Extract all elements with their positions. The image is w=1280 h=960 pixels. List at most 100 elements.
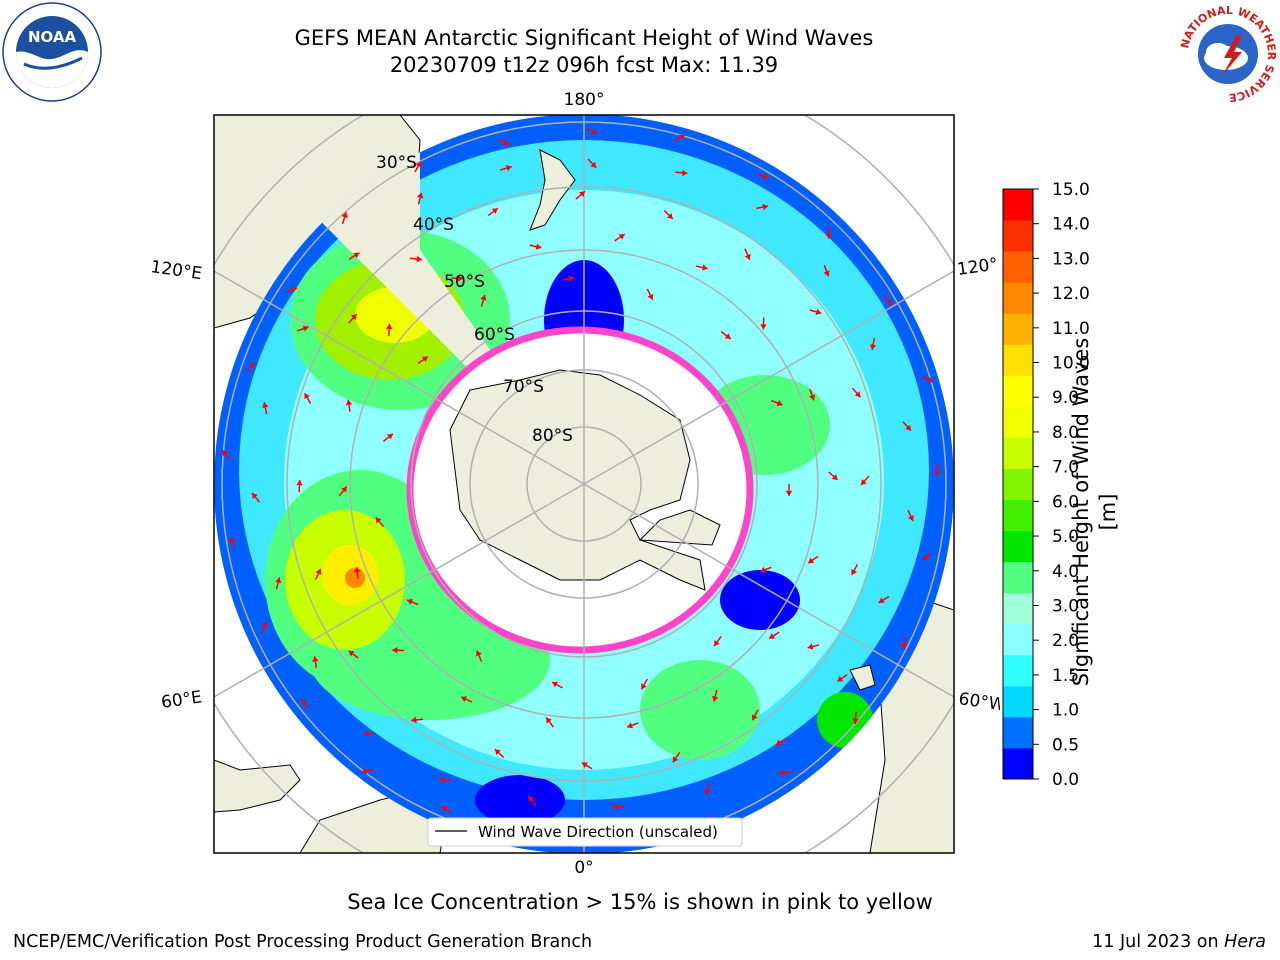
lon-label-120w: 120° bbox=[956, 254, 999, 280]
wind-wave-arrowhead bbox=[505, 164, 512, 172]
colorbar-tick-label: 0.5 bbox=[1052, 735, 1079, 755]
wind-wave-arrowhead bbox=[581, 762, 588, 768]
colorbar-band bbox=[1003, 313, 1033, 345]
wind-wave-arrowhead bbox=[353, 252, 360, 259]
lon-label-60e: 60°E bbox=[160, 687, 203, 712]
host-text: Hera bbox=[1224, 932, 1266, 952]
wind-wave-arrowhead bbox=[341, 486, 347, 493]
wind-wave-arrowhead bbox=[341, 212, 348, 219]
colorbar-tick-label: 0.0 bbox=[1052, 770, 1079, 790]
wind-wave-arrowhead bbox=[647, 293, 654, 300]
lon-label-120e: 120°E bbox=[149, 257, 203, 284]
colorbar-band bbox=[1003, 437, 1033, 469]
wind-wave-arrowhead bbox=[312, 656, 319, 662]
wind-wave-arrowhead bbox=[678, 134, 685, 141]
wind-wave-arrowhead bbox=[852, 718, 859, 724]
noaa-logo: NOAA bbox=[2, 2, 102, 102]
lat-label-70s: 70°S bbox=[503, 377, 544, 397]
colorbar-band bbox=[1003, 561, 1033, 594]
date-text: 11 Jul 2023 on bbox=[1092, 932, 1219, 952]
wind-wave-arrowhead bbox=[363, 730, 369, 737]
map-frame bbox=[213, 114, 955, 854]
colorbar-band bbox=[1003, 189, 1033, 221]
wind-wave-arrowhead bbox=[350, 314, 357, 320]
wind-wave-arrowhead bbox=[854, 391, 861, 398]
wind-wave-arrowhead bbox=[229, 537, 236, 543]
colorbar-band bbox=[1003, 747, 1033, 780]
wind-wave-arrowhead bbox=[922, 554, 929, 560]
colorbar-tick-label: 6.0 bbox=[1052, 492, 1079, 512]
colorbar-band bbox=[1003, 344, 1033, 376]
colorbar-swatches bbox=[1003, 189, 1033, 780]
wind-wave-arrowhead bbox=[907, 515, 914, 522]
colorbar-tick-label: 9.0 bbox=[1052, 388, 1079, 408]
wind-wave-arrowhead bbox=[704, 788, 711, 795]
wind-wave-arrowhead bbox=[744, 253, 751, 260]
wind-wave-arrowhead bbox=[769, 633, 776, 639]
wind-wave-arrowhead bbox=[386, 433, 393, 440]
lon-label-60w: 60°W bbox=[957, 689, 1000, 715]
wind-wave-arrowhead bbox=[385, 323, 393, 330]
wind-wave-arrowhead bbox=[535, 243, 542, 250]
wind-wave-arrowhead bbox=[475, 650, 482, 657]
wind-wave-arrowhead bbox=[302, 325, 309, 332]
wind-wave-arrowhead bbox=[375, 517, 382, 524]
wind-wave-arrowhead bbox=[861, 479, 867, 486]
wind-wave-arrowhead bbox=[612, 803, 618, 810]
wind-wave-arrowhead bbox=[775, 739, 782, 745]
colorbar-band bbox=[1003, 251, 1033, 283]
wind-wave-arrowhead bbox=[528, 795, 535, 802]
colorbar-tick-label: 2.0 bbox=[1052, 631, 1079, 651]
lon-label-180: 180° bbox=[564, 90, 605, 110]
wind-wave-arrowhead bbox=[222, 450, 228, 457]
lat-label-30s: 30°S bbox=[376, 153, 417, 173]
wind-wave-arrowhead bbox=[480, 294, 487, 301]
wind-wave-arrowhead bbox=[315, 568, 322, 575]
colorbar-band bbox=[1003, 716, 1033, 749]
nws-logo: NATIONAL WEATHER SERVICE bbox=[1178, 4, 1278, 104]
colorbar-tick-label: 13.0 bbox=[1052, 249, 1090, 269]
wind-wave-arrowhead bbox=[261, 621, 268, 628]
generation-date: 11 Jul 2023 on Hera bbox=[1092, 932, 1266, 952]
wind-wave-arrowhead bbox=[682, 169, 688, 177]
colorbar-band bbox=[1003, 220, 1033, 252]
wind-wave-arrowhead bbox=[807, 643, 814, 650]
colorbar-tick-label: 1.0 bbox=[1052, 701, 1079, 721]
sea-ice-caption: Sea Ice Concentration > 15% is shown in … bbox=[347, 890, 933, 914]
wind-wave-arrowhead bbox=[926, 376, 933, 383]
wind-wave-arrowhead bbox=[262, 402, 269, 408]
colorbar: 0.0 0.5 1.0 1.5 2.0 3.0 4.0 5.0 6.0 7.0 8.0 9.0 10.0… bbox=[1002, 180, 1090, 790]
chart-title: GEFS MEAN Antarctic Significant Height o… bbox=[294, 26, 874, 50]
wind-wave-arrowhead bbox=[502, 139, 509, 146]
wind-wave-arrowhead bbox=[667, 213, 673, 220]
colorbar-tick-label: 15.0 bbox=[1052, 180, 1090, 200]
wind-wave-arrowhead bbox=[724, 333, 731, 339]
colorbar-band bbox=[1003, 685, 1033, 718]
wind-wave-arrowhead bbox=[590, 161, 597, 168]
wind-wave-arrowhead bbox=[776, 400, 783, 407]
wind-wave-arrowhead bbox=[905, 424, 912, 431]
wind-wave-arrowhead bbox=[815, 308, 822, 315]
wind-wave-arrowhead bbox=[627, 722, 634, 729]
wind-wave-arrowhead bbox=[869, 344, 877, 350]
colorbar-tick-label: 7.0 bbox=[1052, 458, 1079, 478]
wind-wave-arrowhead bbox=[837, 675, 844, 682]
colorbar-frame bbox=[1002, 188, 1034, 780]
wind-wave-arrowhead bbox=[760, 324, 767, 330]
wind-wave-arrowhead bbox=[417, 192, 424, 199]
wind-wave-arrowhead bbox=[275, 577, 282, 584]
wind-wave-arrowhead bbox=[579, 191, 585, 197]
wind-wave-arrowhead bbox=[641, 683, 647, 690]
wind-wave-arrowhead bbox=[441, 806, 448, 812]
legend-label: Wind Wave Direction (unscaled) bbox=[478, 823, 718, 841]
lat-label-60s: 60°S bbox=[474, 325, 515, 345]
wind-wave-arrowhead bbox=[348, 650, 355, 657]
wind-wave-arrowhead bbox=[416, 255, 422, 263]
wind-wave-arrowhead bbox=[785, 490, 793, 496]
wind-wave-arrowhead bbox=[714, 640, 720, 647]
colorbar-tick-label: 3.0 bbox=[1052, 596, 1079, 616]
wind-wave-arrowhead bbox=[900, 644, 908, 650]
wind-wave-arrowhead bbox=[392, 647, 398, 654]
colorbar-band bbox=[1003, 499, 1033, 532]
lat-label-80s: 80°S bbox=[532, 426, 573, 446]
